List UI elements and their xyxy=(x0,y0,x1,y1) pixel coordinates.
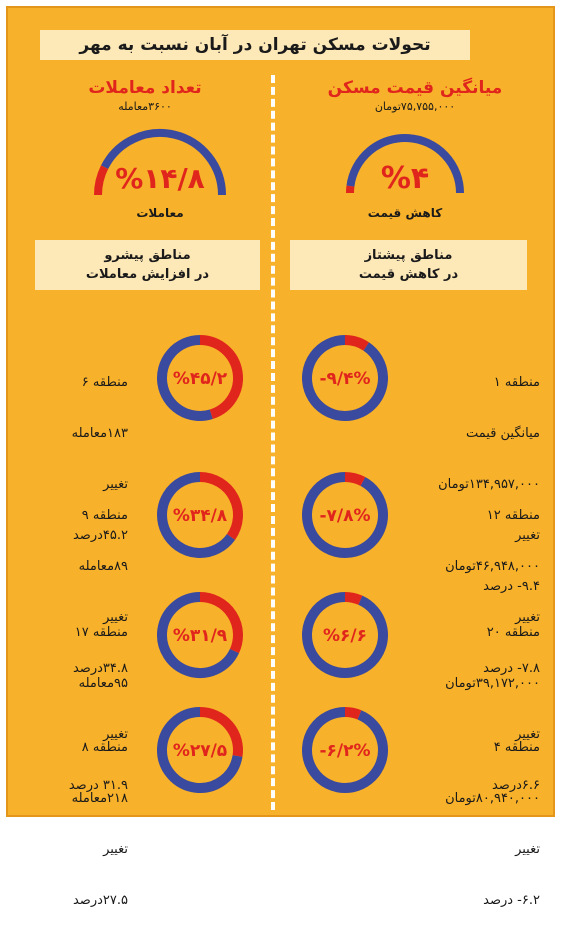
district-info-left-4: منطقه ۸ ۲۱۸معامله تغییر ۲۷.۵درصد xyxy=(18,705,128,926)
info-line: ۸۹معامله xyxy=(18,558,128,575)
right-box-line2: در کاهش قیمت xyxy=(290,265,527,284)
info-line: منطقه ۱۲ xyxy=(400,507,540,524)
donut-chart: -۹/۴% xyxy=(300,333,390,423)
donut-chart: %۲۷/۵ xyxy=(155,705,245,795)
donut-value-arc xyxy=(345,477,363,481)
district-info-right-4: منطقه ۴ ۸۰,۹۴۰,۰۰۰تومان تغییر ۶.۲- درصد xyxy=(400,705,540,926)
right-header-title: میانگین قیمت مسکن xyxy=(290,78,540,98)
transactions-gauge-fill xyxy=(98,167,105,195)
page-title: تحولات مسکن تهران در آبان نسبت به مهر xyxy=(40,30,470,60)
info-line: ۳۹,۱۷۲,۰۰۰تومان xyxy=(400,675,540,692)
donut-value-label: %۴۵/۲ xyxy=(173,369,228,389)
info-line: منطقه ۱۷ xyxy=(18,624,128,641)
donut-chart: %۳۱/۹ xyxy=(155,590,245,680)
donut-value-label: %۲۷/۵ xyxy=(173,741,227,761)
left-header-subtitle: ۳۶۰۰معامله xyxy=(30,100,260,113)
transactions-gauge: %۱۴/۸ xyxy=(85,128,235,203)
info-line: منطقه ۴ xyxy=(400,739,540,756)
donut-chart: %۴۵/۲ xyxy=(155,333,245,423)
info-line: تغییر xyxy=(18,841,128,858)
info-line: ۹۵معامله xyxy=(18,675,128,692)
donut-chart: %۶/۶ xyxy=(300,590,390,680)
price-gauge-label: %۴ xyxy=(381,161,429,196)
info-line: ۲۷.۵درصد xyxy=(18,892,128,909)
center-divider xyxy=(271,75,275,810)
donut-value-arc xyxy=(345,597,360,600)
price-gauge: %۴ xyxy=(340,128,470,203)
donut-value-arc xyxy=(345,712,359,715)
info-line: ۶.۲- درصد xyxy=(400,892,540,909)
left-header: تعداد معاملات ۳۶۰۰معامله xyxy=(30,78,260,113)
donut-value-label: %۳۱/۹ xyxy=(173,626,228,646)
info-line: منطقه ۱ xyxy=(400,374,540,391)
info-line: منطقه ۸ xyxy=(18,739,128,756)
info-line: ۲۱۸معامله xyxy=(18,790,128,807)
left-box-line2: در افزایش معاملات xyxy=(35,265,260,284)
donut-value-label: -۹/۴% xyxy=(319,369,370,389)
left-header-title: تعداد معاملات xyxy=(30,78,260,98)
info-line: منطقه ۲۰ xyxy=(400,624,540,641)
left-section-box: مناطق پیشرو در افزایش معاملات xyxy=(35,240,260,290)
right-box-line1: مناطق پیشتاز xyxy=(290,246,527,265)
info-line: میانگین قیمت xyxy=(400,425,540,442)
right-header-subtitle: ۷۵,۷۵۵,۰۰۰تومان xyxy=(290,100,540,113)
price-gauge-caption: کاهش قیمت xyxy=(340,206,470,220)
info-line: ۴۶,۹۴۸,۰۰۰تومان xyxy=(400,558,540,575)
donut-value-label: -۶/۲% xyxy=(319,741,370,761)
donut-chart: -۶/۲% xyxy=(300,705,390,795)
donut-chart: %۳۴/۸ xyxy=(155,470,245,560)
info-line: منطقه ۹ xyxy=(18,507,128,524)
info-line: تغییر xyxy=(400,841,540,858)
info-line: منطقه ۶ xyxy=(18,374,128,391)
right-section-box: مناطق پیشتاز در کاهش قیمت xyxy=(290,240,527,290)
transactions-gauge-label: %۱۴/۸ xyxy=(115,162,205,195)
donut-chart: -۷/۸% xyxy=(300,470,390,560)
left-box-line1: مناطق پیشرو xyxy=(35,246,260,265)
donut-value-label: -۷/۸% xyxy=(319,506,370,526)
info-line: ۱۸۳معامله xyxy=(18,425,128,442)
donut-value-arc xyxy=(345,340,366,346)
info-line: ۸۰,۹۴۰,۰۰۰تومان xyxy=(400,790,540,807)
donut-value-label: %۶/۶ xyxy=(323,626,367,646)
donut-value-label: %۳۴/۸ xyxy=(173,506,228,526)
transactions-gauge-caption: معاملات xyxy=(85,206,235,220)
right-header: میانگین قیمت مسکن ۷۵,۷۵۵,۰۰۰تومان xyxy=(290,78,540,113)
